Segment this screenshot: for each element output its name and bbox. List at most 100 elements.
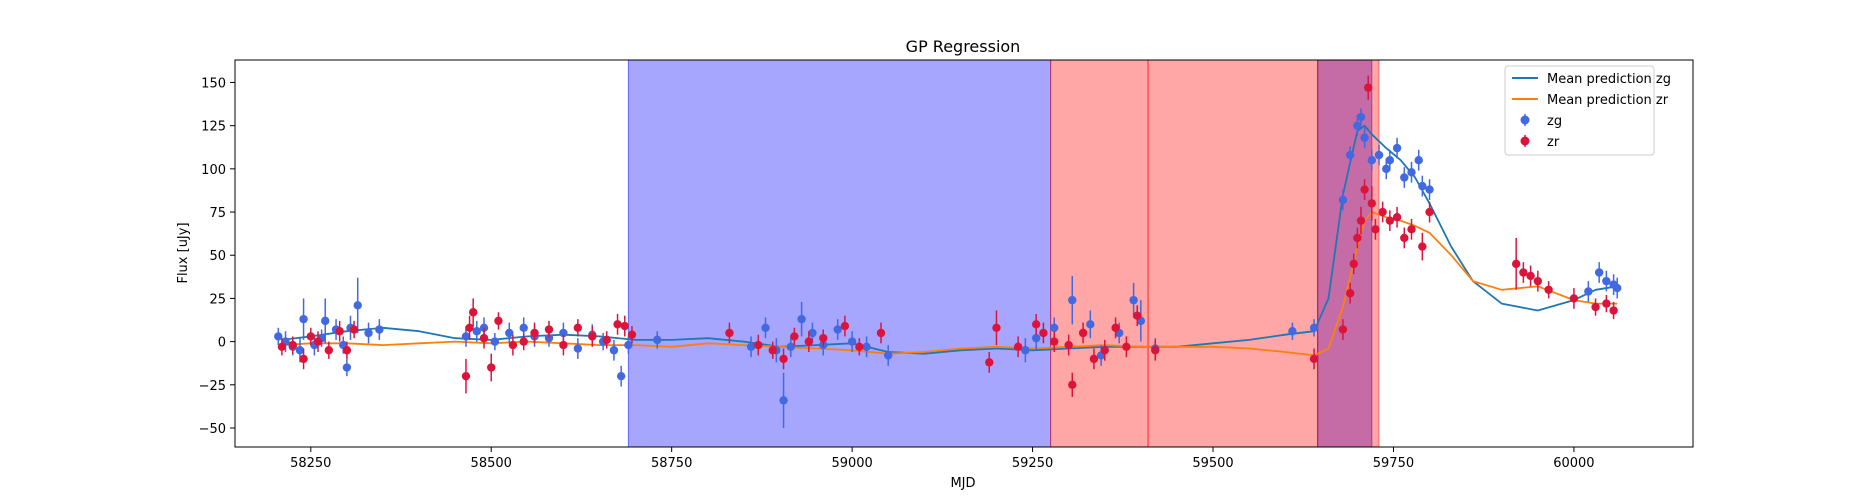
x-tick-label: 60000 [1553, 456, 1594, 471]
data-point [1309, 323, 1319, 332]
legend-box [1504, 65, 1655, 156]
y-tick-label: 75 [209, 206, 226, 221]
data-point [1418, 181, 1427, 191]
data-point [1349, 259, 1358, 269]
x-tick-label: 59500 [1192, 456, 1233, 471]
y-tick-label: 100 [201, 163, 226, 178]
data-point [779, 354, 788, 364]
data-point [1407, 225, 1416, 234]
data-point [274, 332, 283, 341]
data-point [1360, 185, 1369, 194]
data-point [1360, 133, 1369, 142]
data-point [1385, 156, 1395, 165]
data-point [1050, 323, 1059, 332]
data-point [1064, 340, 1073, 350]
data-point [1400, 173, 1409, 182]
data-point [862, 342, 871, 351]
data-point [876, 328, 886, 338]
data-point [627, 330, 637, 339]
data-point [1544, 285, 1553, 294]
legend-marker-zg [1520, 115, 1530, 125]
y-axis-label: Flux [uJy] [176, 222, 191, 283]
data-point [465, 323, 474, 332]
data-point [1371, 225, 1380, 234]
shaded-region [627, 59, 1052, 448]
y-axis-ticks: −50 −25 0 25 50 75 100 125 150 [199, 76, 235, 437]
data-point [790, 332, 799, 341]
data-point [1385, 216, 1395, 225]
data-point [1078, 328, 1088, 338]
data-point [277, 342, 287, 351]
data-point [1511, 259, 1521, 269]
data-point [299, 354, 308, 364]
data-point [559, 340, 568, 350]
data-point [364, 328, 373, 338]
data-point [487, 363, 496, 372]
data-point [349, 325, 359, 334]
data-point [1400, 233, 1409, 243]
x-tick-label: 58750 [651, 456, 692, 471]
data-point [1288, 327, 1297, 336]
y-tick-label: 0 [218, 336, 226, 351]
data-point [1353, 121, 1362, 130]
data-point [1609, 306, 1618, 315]
data-point [1100, 346, 1109, 355]
data-point [1367, 156, 1377, 165]
data-point [1414, 156, 1423, 165]
data-point [1133, 311, 1142, 320]
legend-label-mean-zg: Mean prediction zg [1547, 72, 1671, 87]
data-point [761, 323, 770, 332]
data-point [588, 332, 597, 341]
data-point [819, 333, 828, 343]
mean-prediction-line [281, 211, 1618, 357]
data-point [335, 327, 344, 336]
y-tick-label: 25 [209, 292, 226, 307]
data-point [1418, 242, 1427, 251]
legend: Mean prediction zg Mean prediction zr zg… [1504, 65, 1671, 156]
data-point [1345, 150, 1355, 160]
data-point [1367, 199, 1377, 208]
data-point [616, 371, 626, 381]
data-point [342, 363, 352, 372]
data-point [786, 342, 795, 351]
data-point [804, 337, 814, 346]
data-point [1591, 302, 1600, 312]
x-axis-ticks: 58250 58500 58750 59000 59250 59500 59750 60000 [290, 447, 1595, 471]
data-point [494, 316, 503, 326]
data-point [808, 328, 817, 338]
data-point [840, 321, 850, 331]
data-point [479, 323, 489, 332]
data-point [1363, 83, 1373, 92]
data-point [1345, 289, 1355, 298]
legend-marker-zr [1520, 136, 1530, 146]
data-point [1050, 337, 1059, 346]
data-point [288, 340, 297, 350]
data-point [559, 328, 568, 338]
data-point [1613, 283, 1622, 293]
data-point [461, 371, 471, 381]
data-point [1602, 299, 1611, 308]
x-tick-label: 59750 [1373, 456, 1414, 471]
data-point [1122, 342, 1131, 351]
data-point [1569, 294, 1579, 303]
data-point [624, 340, 633, 350]
shaded-region [1050, 59, 1149, 448]
data-point [479, 333, 489, 343]
data-point [847, 337, 857, 346]
plot-frame [234, 59, 1694, 448]
data-point [508, 340, 518, 350]
shaded-regions [627, 59, 1380, 448]
data-point [573, 344, 583, 353]
data-point [1425, 185, 1434, 194]
data-point [1021, 346, 1030, 355]
x-axis-label: MJD [950, 476, 975, 491]
data-point [1392, 143, 1402, 153]
chart-title: GP Regression [906, 37, 1021, 56]
x-tick-label: 58250 [290, 456, 331, 471]
data-point [461, 332, 471, 341]
data-point [833, 325, 842, 334]
data-point [530, 328, 539, 338]
y-tick-label: −50 [199, 422, 226, 437]
errorbar-points [274, 75, 1622, 428]
